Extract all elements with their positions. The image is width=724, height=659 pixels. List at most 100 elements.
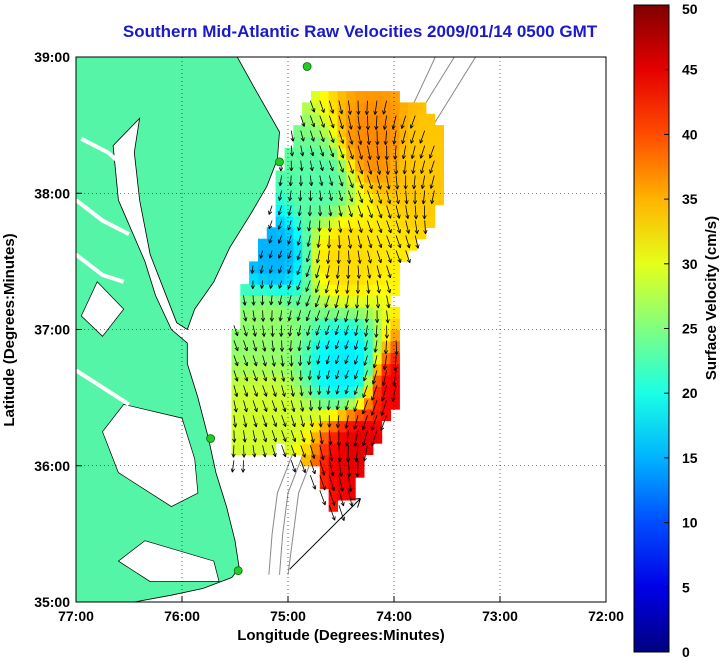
speed-cell — [319, 216, 330, 228]
speed-cell — [408, 170, 418, 183]
velocity-arrow — [337, 235, 342, 249]
speed-cell — [328, 352, 338, 365]
velocity-arrow — [338, 175, 344, 187]
velocity-arrow — [308, 385, 313, 396]
speed-cell — [284, 181, 294, 194]
speed-cell — [275, 306, 285, 319]
speed-cell — [302, 306, 312, 319]
velocity-arrow — [386, 220, 392, 234]
speed-cell — [399, 170, 409, 183]
speed-cell — [258, 431, 268, 444]
velocity-arrow — [318, 190, 323, 202]
colorbar-tick-label: 5 — [682, 579, 690, 595]
velocity-arrow — [325, 265, 330, 279]
velocity-arrow — [335, 370, 340, 380]
speed-cell — [284, 374, 294, 387]
speed-cell — [266, 443, 277, 455]
speed-cell — [364, 125, 374, 138]
speed-cell — [372, 113, 383, 126]
speed-cell — [249, 306, 259, 319]
speed-cell — [284, 159, 294, 172]
colorbar-ticks: 0 5 10 15 20 25 30 35 40 45 50 — [664, 1, 698, 659]
speed-cell — [275, 386, 285, 399]
speed-cell — [302, 125, 312, 138]
speed-cell — [328, 431, 338, 444]
speed-cell — [355, 125, 365, 138]
velocity-arrow — [335, 400, 340, 411]
speed-cell — [319, 102, 330, 115]
speed-cell — [302, 374, 312, 387]
velocity-arrow — [385, 310, 390, 324]
speed-cell — [399, 250, 409, 262]
speed-cell — [399, 227, 409, 240]
velocity-arrow — [328, 205, 333, 217]
velocity-arrow — [386, 190, 392, 205]
speed-cell — [284, 170, 294, 183]
speed-cell — [266, 284, 277, 297]
velocity-arrow — [405, 205, 410, 220]
speed-cell — [293, 227, 303, 240]
speed-cell — [275, 238, 285, 251]
speed-cell — [434, 159, 444, 172]
speed-cell — [381, 136, 391, 149]
speed-cell — [364, 272, 374, 285]
velocity-arrow — [299, 385, 304, 397]
speed-cell — [249, 340, 259, 353]
velocity-arrow — [344, 325, 349, 336]
speed-cell — [311, 374, 321, 387]
speed-cell — [346, 295, 356, 308]
speed-cell — [240, 386, 250, 399]
speed-cell — [311, 443, 321, 455]
velocity-speed-field — [231, 91, 444, 512]
speed-cell — [346, 363, 356, 376]
velocity-arrow — [277, 205, 282, 216]
velocity-arrow — [374, 325, 379, 338]
velocity-arrow — [309, 145, 315, 157]
speed-cell — [364, 181, 374, 194]
velocity-arrow — [252, 325, 257, 337]
speed-cell — [390, 250, 400, 262]
velocity-arrow — [412, 175, 417, 190]
speed-cell — [319, 397, 330, 410]
speed-cell — [240, 363, 250, 376]
velocity-arrow — [376, 220, 383, 234]
speed-cell — [293, 363, 303, 376]
radar-station-marker — [233, 566, 243, 576]
speed-cell — [390, 397, 400, 410]
velocity-arrow — [319, 160, 324, 172]
speed-cell — [372, 238, 383, 251]
speed-cell — [337, 227, 347, 240]
velocity-arrow — [419, 145, 426, 159]
speed-cell — [372, 340, 383, 353]
speed-cell — [337, 125, 347, 138]
speed-cell — [319, 250, 330, 262]
speed-cell — [249, 386, 259, 399]
speed-cell — [346, 102, 356, 115]
velocity-arrow — [357, 160, 364, 175]
speed-cell — [337, 329, 347, 342]
velocity-arrow — [233, 340, 239, 352]
speed-cell — [434, 125, 444, 138]
speed-cell — [346, 454, 356, 467]
speed-cell — [434, 170, 444, 183]
velocity-arrow — [357, 145, 363, 160]
velocity-arrow — [300, 460, 307, 474]
speed-cell — [302, 102, 312, 115]
velocity-arrow — [319, 490, 326, 506]
speed-cell — [381, 102, 391, 115]
velocity-arrow — [395, 205, 401, 219]
velocity-arrow — [252, 415, 258, 428]
speed-cell — [293, 147, 303, 160]
velocity-arrow — [401, 145, 407, 160]
speed-cell — [284, 204, 294, 217]
velocity-arrow — [309, 115, 316, 128]
speed-cell — [293, 443, 303, 455]
speed-cell — [302, 397, 312, 410]
speed-cell — [355, 272, 365, 285]
x-tick-label: 74:00 — [376, 608, 412, 624]
velocity-arrow — [269, 310, 274, 322]
speed-cell — [346, 409, 356, 421]
velocity-arrow — [242, 295, 247, 306]
speed-cell — [319, 420, 330, 433]
speed-cell — [311, 295, 321, 308]
